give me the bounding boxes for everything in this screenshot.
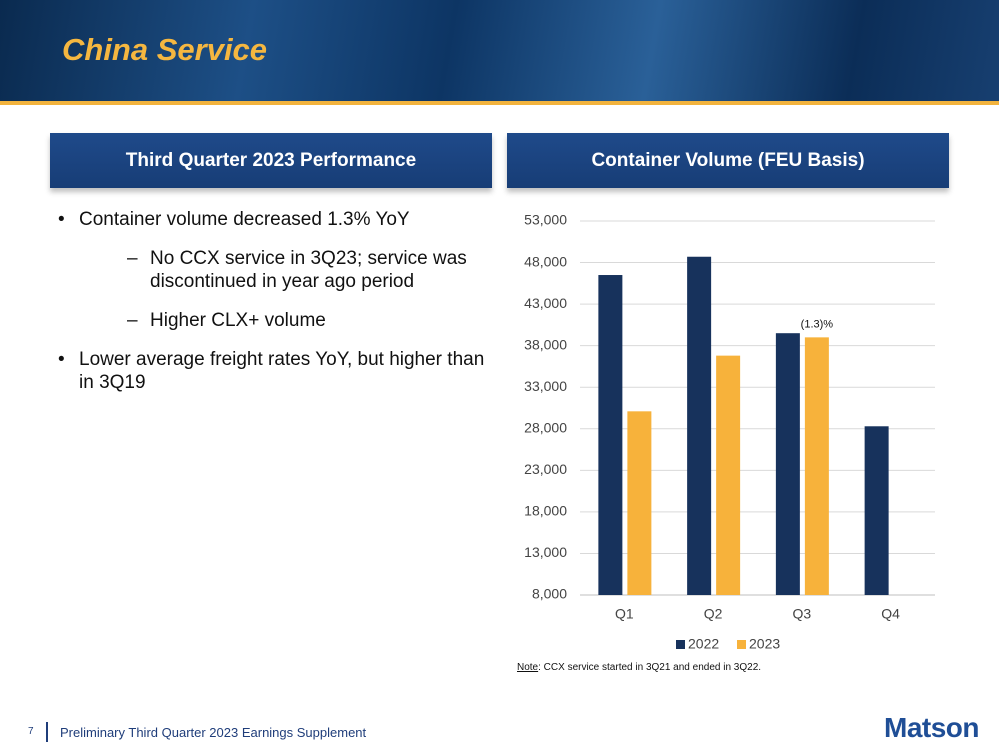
- bullet: Lower average freight rates YoY, but hig…: [58, 348, 488, 394]
- legend-swatch: [676, 640, 685, 649]
- legend-label: 2023: [749, 636, 780, 652]
- y-tick-label: 23,000: [524, 461, 567, 477]
- page-number: 7: [28, 726, 34, 737]
- chart-note: Note: CCX service started in 3Q21 and en…: [517, 662, 761, 673]
- y-tick-label: 18,000: [524, 503, 567, 519]
- legend-label: 2022: [688, 636, 719, 652]
- y-tick-label: 43,000: [524, 295, 567, 311]
- y-tick-label: 8,000: [532, 586, 567, 602]
- header-banner: [0, 0, 999, 101]
- bullet: Container volume decreased 1.3% YoY No C…: [58, 208, 488, 332]
- footer-text: Preliminary Third Quarter 2023 Earnings …: [60, 725, 367, 740]
- bar: [775, 333, 800, 595]
- y-tick-label: 33,000: [524, 378, 567, 394]
- y-tick-label: 53,000: [524, 212, 567, 228]
- header-rule: [0, 101, 999, 105]
- x-tick-label: Q3: [793, 606, 812, 622]
- bar: [716, 355, 741, 595]
- bullet-list: Container volume decreased 1.3% YoY No C…: [58, 208, 488, 410]
- slide-title: China Service: [62, 32, 268, 67]
- logo: Matson: [884, 712, 980, 743]
- sub-bullet: No CCX service in 3Q23; service was disc…: [127, 247, 488, 293]
- bar: [627, 411, 652, 595]
- annotation: (1.3)%: [801, 318, 834, 330]
- y-tick-label: 48,000: [524, 253, 567, 269]
- x-tick-label: Q4: [881, 606, 900, 622]
- note-label: Note: [517, 662, 539, 673]
- y-tick-label: 28,000: [524, 419, 567, 435]
- bar: [864, 426, 889, 595]
- sub-list: No CCX service in 3Q23; service was disc…: [127, 247, 488, 332]
- panel-title: Third Quarter 2023 Performance: [50, 133, 492, 188]
- bar: [687, 256, 712, 595]
- note-text: : CCX service started in 3Q21 and ended …: [538, 662, 762, 673]
- x-tick-label: Q1: [615, 606, 634, 622]
- y-tick-label: 13,000: [524, 544, 567, 560]
- bar: [598, 275, 623, 595]
- legend-swatch: [737, 640, 746, 649]
- bar: [804, 337, 829, 595]
- x-tick-label: Q2: [704, 606, 723, 622]
- panel-title: Container Volume (FEU Basis): [507, 133, 949, 188]
- y-tick-label: 38,000: [524, 336, 567, 352]
- sub-bullet: Higher CLX+ volume: [127, 309, 488, 332]
- bullet-text: Container volume decreased 1.3% YoY: [79, 209, 410, 230]
- footer-divider: [46, 722, 48, 742]
